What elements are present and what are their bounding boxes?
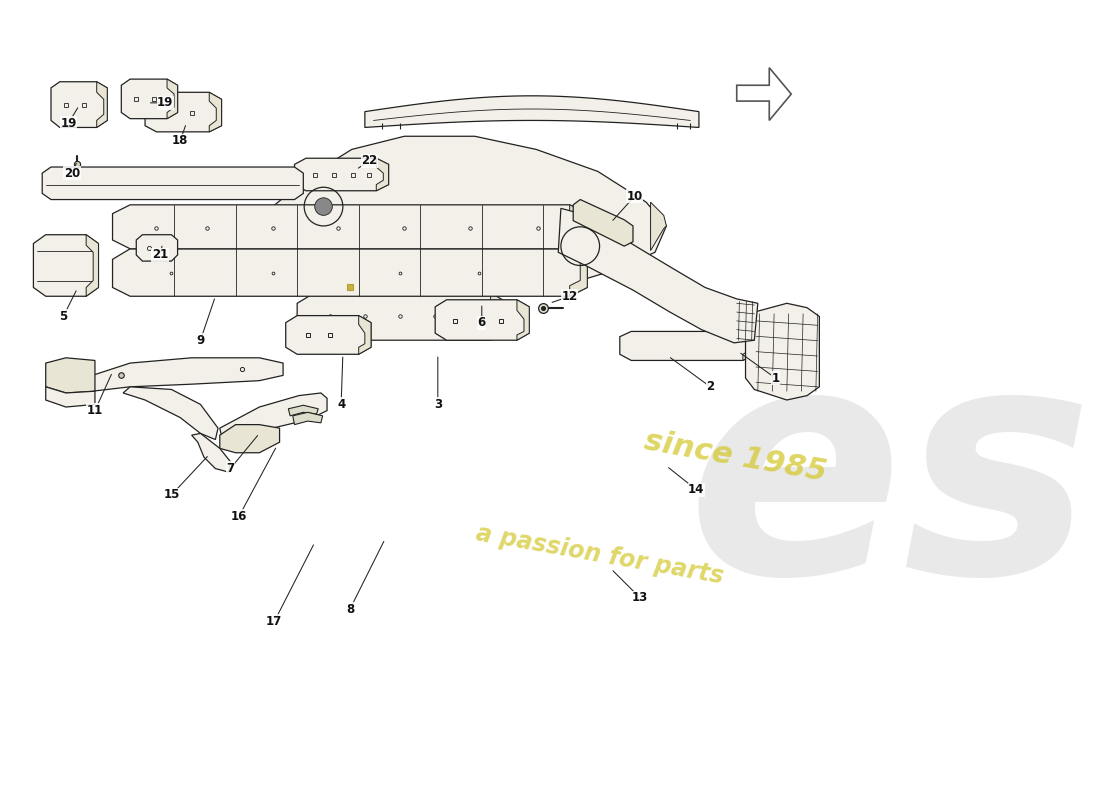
- Polygon shape: [376, 158, 388, 190]
- Text: 1: 1: [771, 371, 780, 385]
- Text: 10: 10: [627, 190, 642, 202]
- Polygon shape: [121, 79, 177, 118]
- Text: 17: 17: [266, 615, 283, 628]
- Text: 8: 8: [345, 602, 354, 616]
- Polygon shape: [33, 234, 99, 296]
- Text: 6: 6: [477, 316, 486, 329]
- Text: 20: 20: [64, 166, 80, 180]
- Text: 12: 12: [562, 290, 578, 302]
- Text: 14: 14: [689, 483, 704, 496]
- Polygon shape: [46, 358, 95, 393]
- Polygon shape: [46, 387, 95, 407]
- Polygon shape: [293, 412, 322, 425]
- Polygon shape: [123, 387, 218, 439]
- Text: 3: 3: [433, 398, 442, 411]
- Polygon shape: [570, 205, 587, 296]
- Polygon shape: [136, 234, 177, 261]
- Text: es: es: [686, 330, 1093, 639]
- Polygon shape: [288, 406, 318, 416]
- Text: 22: 22: [361, 154, 377, 167]
- Polygon shape: [262, 136, 667, 294]
- Polygon shape: [517, 300, 529, 340]
- Polygon shape: [97, 82, 108, 127]
- Polygon shape: [573, 199, 632, 246]
- Polygon shape: [220, 393, 327, 448]
- Polygon shape: [295, 158, 388, 190]
- Polygon shape: [746, 303, 820, 400]
- Text: 7: 7: [227, 462, 234, 475]
- Polygon shape: [191, 434, 230, 472]
- Text: 2: 2: [706, 380, 714, 394]
- Polygon shape: [650, 202, 667, 250]
- Text: 16: 16: [231, 510, 248, 522]
- Polygon shape: [145, 92, 221, 132]
- Polygon shape: [742, 331, 755, 361]
- Text: a passion for parts: a passion for parts: [474, 521, 725, 588]
- Polygon shape: [220, 425, 279, 453]
- Text: 19: 19: [157, 96, 174, 110]
- Polygon shape: [365, 261, 480, 282]
- Polygon shape: [92, 358, 283, 391]
- Text: 13: 13: [631, 591, 648, 604]
- Text: since 1985: since 1985: [641, 426, 828, 486]
- Text: 4: 4: [337, 398, 345, 411]
- Polygon shape: [619, 331, 755, 361]
- Polygon shape: [436, 300, 529, 340]
- Polygon shape: [51, 82, 108, 127]
- Text: 21: 21: [152, 249, 168, 262]
- Polygon shape: [112, 249, 587, 296]
- Text: 15: 15: [163, 489, 179, 502]
- Polygon shape: [255, 206, 273, 262]
- Polygon shape: [297, 293, 508, 340]
- Polygon shape: [491, 293, 508, 340]
- Text: 9: 9: [196, 334, 205, 346]
- Polygon shape: [209, 92, 221, 132]
- Text: 18: 18: [172, 134, 188, 147]
- Polygon shape: [359, 316, 371, 354]
- Polygon shape: [42, 167, 304, 199]
- Text: 5: 5: [59, 310, 67, 323]
- Text: 19: 19: [60, 117, 77, 130]
- Polygon shape: [286, 316, 371, 354]
- Circle shape: [315, 198, 332, 215]
- Polygon shape: [112, 205, 587, 249]
- Polygon shape: [365, 96, 698, 127]
- Polygon shape: [86, 234, 99, 296]
- Text: 11: 11: [87, 404, 103, 417]
- Polygon shape: [167, 79, 177, 118]
- Polygon shape: [559, 208, 758, 343]
